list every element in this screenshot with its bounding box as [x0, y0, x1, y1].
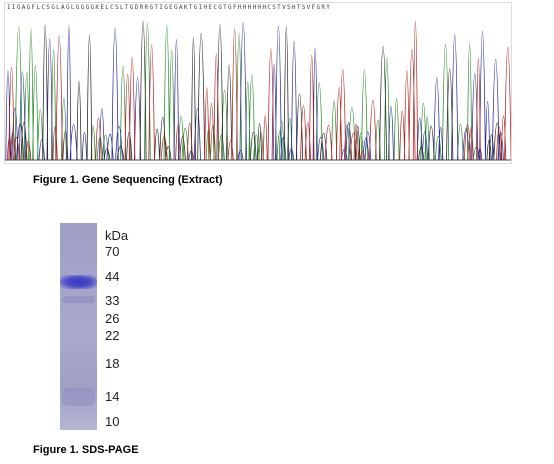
marker-label: 10 [105, 414, 120, 429]
chromatogram-traces [5, 20, 511, 161]
gel-faint-band [62, 296, 95, 303]
figure-caption-sds-page: Figure 1. SDS-PAGE [33, 444, 139, 456]
marker-label: 44 [105, 269, 120, 284]
gel-unit-label: kDa [105, 228, 129, 243]
marker-label: 26 [105, 311, 120, 326]
gel-faint-band [62, 388, 95, 406]
marker-label: 14 [105, 389, 120, 404]
trace-a [14, 22, 480, 161]
marker-label: 18 [105, 356, 120, 371]
protein-band [60, 275, 97, 289]
sequencing-chromatogram: IIGAGFLCSGLAGLGGGGKELCSLTGDRRGTIGEGAKTGI… [4, 2, 512, 164]
marker-label: 22 [105, 328, 120, 343]
sequence-header-text: IIGAGFLCSGLAGLGGGGKELCSLTGDRRGTIGEGAKTGI… [7, 4, 332, 11]
gel-lane [60, 223, 97, 430]
marker-label: 33 [105, 293, 120, 308]
trace-t [6, 20, 511, 161]
trace-g [9, 20, 501, 161]
figure-caption-sequencing: Figure 1. Gene Sequencing (Extract) [33, 174, 223, 186]
marker-label: 70 [105, 244, 120, 259]
